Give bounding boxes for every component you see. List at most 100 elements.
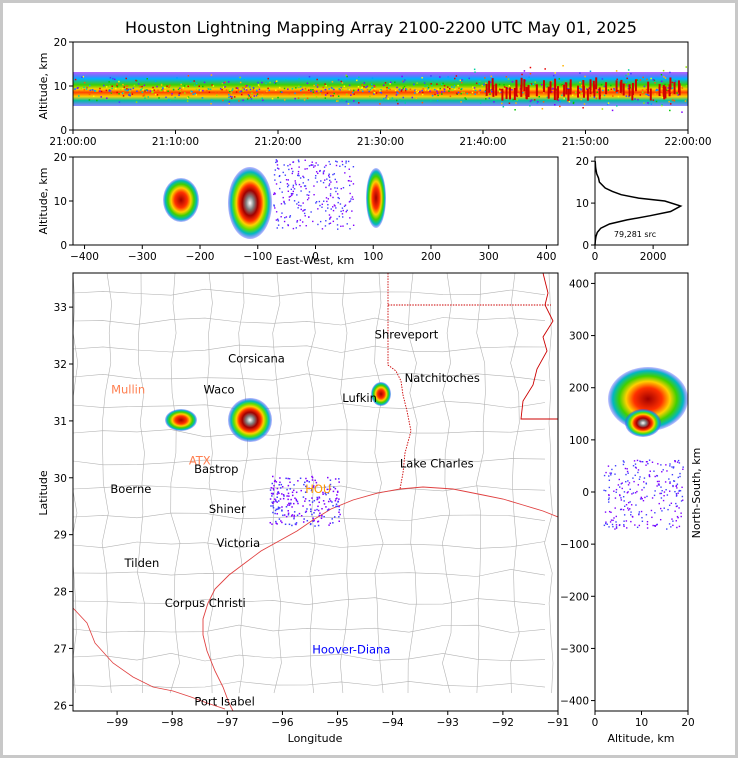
source-point	[401, 88, 404, 91]
source-point	[609, 521, 612, 523]
source-point	[348, 84, 351, 87]
source-point	[129, 92, 131, 95]
source-point	[678, 507, 680, 509]
source-point	[681, 486, 683, 489]
source-point	[321, 507, 323, 510]
source-point	[430, 100, 432, 102]
source-point	[499, 90, 501, 93]
source-point	[202, 85, 204, 88]
source-point	[474, 93, 476, 95]
source-point	[484, 77, 486, 79]
source-point	[540, 83, 543, 86]
source-point	[530, 99, 533, 101]
source-point	[341, 163, 344, 166]
source-point	[676, 515, 679, 518]
source-point	[325, 493, 327, 496]
source-point	[294, 523, 297, 525]
source-point	[329, 195, 332, 197]
source-point	[195, 88, 198, 91]
source-point	[308, 75, 311, 78]
source-point	[330, 181, 332, 183]
source-point	[288, 495, 290, 497]
source-point	[619, 508, 622, 511]
source-point	[399, 88, 401, 90]
county-line	[407, 273, 418, 694]
source-point	[83, 89, 86, 91]
source-point	[400, 90, 403, 92]
source-point	[291, 514, 294, 516]
source-point	[369, 88, 372, 91]
source-point	[293, 517, 295, 520]
source-point	[484, 89, 487, 92]
source-point	[450, 89, 452, 91]
source-point	[636, 459, 639, 462]
source-point	[585, 85, 587, 88]
source-burst	[513, 87, 516, 100]
source-point	[142, 95, 145, 97]
source-point	[585, 88, 588, 90]
source-burst	[664, 86, 667, 99]
source-point	[608, 475, 610, 477]
source-point	[313, 84, 315, 87]
source-point	[237, 89, 240, 91]
source-point	[128, 94, 130, 96]
source-point	[498, 89, 500, 92]
northsouth-altitude-xticks: 0 10 20	[592, 711, 695, 729]
source-point	[346, 75, 348, 78]
source-point	[278, 484, 280, 486]
source-point	[673, 99, 676, 102]
source-point	[659, 492, 661, 495]
source-point	[579, 72, 581, 74]
source-point	[156, 85, 158, 88]
source-point	[616, 78, 618, 81]
source-point	[625, 95, 628, 97]
source-point	[461, 88, 463, 90]
source-point	[328, 173, 330, 175]
source-point	[650, 77, 652, 80]
source-point	[289, 215, 292, 217]
source-point	[179, 87, 181, 90]
source-point	[421, 93, 424, 96]
lat-label: 28	[54, 587, 67, 599]
source-point	[282, 514, 284, 517]
source-point	[300, 515, 303, 517]
lat-label: 29	[54, 530, 67, 542]
source-point	[490, 88, 493, 91]
source-point	[249, 89, 252, 92]
source-point	[413, 83, 415, 86]
source-point	[366, 88, 369, 91]
source-point	[329, 483, 332, 486]
source-point	[253, 95, 256, 97]
source-point	[170, 86, 172, 89]
source-point	[512, 98, 514, 101]
source-point	[286, 504, 289, 506]
source-point	[671, 81, 674, 84]
source-point	[345, 100, 348, 103]
source-point	[611, 468, 613, 471]
source-point	[505, 76, 508, 78]
source-point	[283, 495, 285, 497]
source-point	[272, 493, 274, 495]
source-point	[271, 523, 273, 525]
source-point	[244, 85, 247, 87]
source-point	[367, 88, 370, 91]
source-point	[643, 477, 646, 479]
source-point	[373, 93, 375, 95]
source-point	[274, 207, 276, 209]
county-line	[73, 484, 546, 494]
source-point	[327, 500, 330, 503]
source-point	[297, 207, 299, 209]
source-point	[382, 84, 385, 87]
ns-core	[625, 409, 661, 437]
source-point	[404, 89, 407, 92]
source-point	[317, 520, 320, 523]
source-point	[297, 159, 300, 161]
source-point	[402, 81, 405, 83]
source-point	[416, 91, 418, 94]
source-point	[456, 92, 458, 95]
source-point	[623, 514, 626, 516]
source-point	[623, 500, 625, 502]
source-point	[336, 224, 339, 226]
source-point	[300, 205, 302, 207]
source-point	[287, 184, 290, 186]
